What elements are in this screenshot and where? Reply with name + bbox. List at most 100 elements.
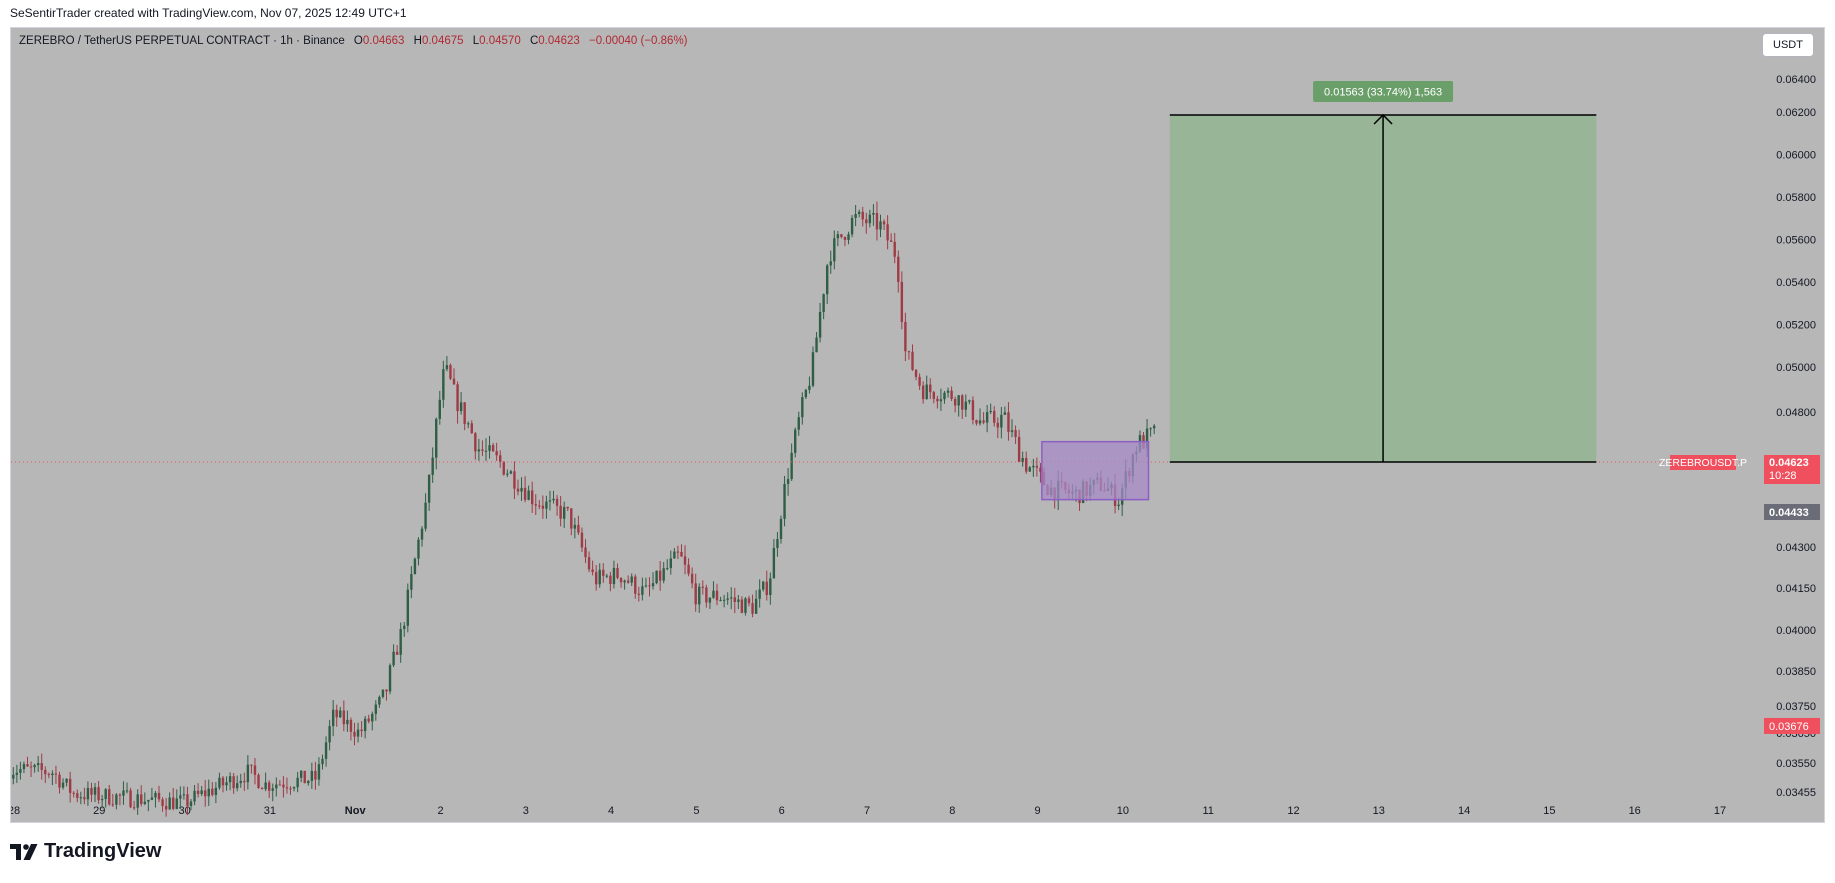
candle-body <box>545 501 548 509</box>
candle-body <box>968 400 971 402</box>
candle-body <box>552 498 555 501</box>
candle-body <box>548 500 552 502</box>
candle-body <box>815 337 818 353</box>
x-tick-label: 5 <box>693 805 699 817</box>
candle-body <box>214 787 218 796</box>
candle-body <box>1003 412 1007 415</box>
candle-body <box>868 214 872 224</box>
candle-body <box>264 782 267 790</box>
tradingview-brand: TradingView <box>44 840 162 862</box>
candle-body <box>278 784 282 786</box>
candle-body <box>754 598 758 614</box>
y-tick-label: 0.03550 <box>1776 758 1816 770</box>
candle-body <box>47 774 51 776</box>
candle-body <box>598 569 601 585</box>
candle-body <box>360 729 363 732</box>
chart-frame[interactable]: 28293031Nov2345678910111213141516170.064… <box>10 27 1825 823</box>
symbol-tag: ZEREBROUSDT.P <box>1659 457 1747 469</box>
low-label: L <box>472 35 480 47</box>
currency-button[interactable]: USDT <box>1762 33 1814 57</box>
low-value: 0.04570 <box>479 35 521 47</box>
candle-body <box>889 240 893 242</box>
candle-body <box>985 412 989 423</box>
candle-body <box>811 352 815 386</box>
y-tick-label: 0.03750 <box>1776 701 1816 713</box>
candle-body <box>12 774 15 779</box>
price-tag: 0.03676 <box>1769 721 1809 733</box>
candle-body <box>751 603 754 614</box>
candle-body <box>534 504 537 506</box>
candle-body <box>509 471 513 474</box>
y-tick-label: 0.05000 <box>1776 362 1816 374</box>
candlestick-chart[interactable]: 28293031Nov2345678910111213141516170.064… <box>11 28 1825 823</box>
candle-body <box>577 524 580 533</box>
candle-body <box>562 506 566 519</box>
y-tick-label: 0.06400 <box>1776 74 1816 86</box>
candle-body <box>719 600 722 602</box>
candle-body <box>499 455 502 462</box>
candle-body <box>779 518 783 539</box>
y-tick-label: 0.04300 <box>1776 542 1816 554</box>
candle-body <box>1039 467 1042 472</box>
candle-body <box>634 576 637 594</box>
candle-body <box>33 765 36 768</box>
candle-body <box>346 719 349 725</box>
tradingview-logo[interactable]: TradingView <box>10 840 161 863</box>
candle-body <box>303 770 306 784</box>
x-tick-label: Nov <box>345 805 367 817</box>
x-tick-label: 7 <box>864 805 870 817</box>
high-label: H <box>413 35 422 47</box>
candle-body <box>470 423 473 434</box>
candle-body <box>150 797 154 800</box>
candle-body <box>762 581 765 590</box>
candle-body <box>644 585 648 587</box>
last-price-tag: 0.04623 <box>1769 457 1809 469</box>
candle-body <box>584 547 587 558</box>
candle-body <box>179 795 182 799</box>
candle-body <box>335 709 338 718</box>
candle-body <box>26 764 29 767</box>
candle-body <box>79 797 83 799</box>
candle-body <box>1000 414 1003 428</box>
candle-body <box>68 778 72 793</box>
candle-body <box>467 423 470 425</box>
candle-body <box>189 801 193 806</box>
candle-body <box>530 490 534 505</box>
candle-body <box>655 570 658 584</box>
symbol-title[interactable]: ZEREBRO / TetherUS PERPETUAL CONTRACT · … <box>19 35 345 47</box>
candle-body <box>459 402 463 412</box>
x-tick-label: 17 <box>1714 805 1726 817</box>
candle-body <box>44 769 47 775</box>
candle-body <box>658 570 662 581</box>
candle-body <box>427 474 431 503</box>
candle-body <box>54 773 58 775</box>
tradingview-logo-icon <box>10 843 38 860</box>
candle-body <box>491 445 495 452</box>
candle-body <box>794 429 797 453</box>
candle-body <box>630 576 633 583</box>
candle-body <box>282 784 285 788</box>
candle-body <box>555 498 559 506</box>
candle-body <box>488 445 491 451</box>
price-tag-box <box>1764 717 1820 734</box>
candle-body <box>314 770 317 780</box>
candle-body <box>186 794 189 806</box>
candle-body <box>523 487 527 500</box>
candle-body <box>836 234 840 239</box>
candle-body <box>932 392 936 399</box>
candle-body <box>1007 412 1010 432</box>
y-tick-label: 0.03455 <box>1776 787 1816 799</box>
candle-body <box>1152 425 1156 429</box>
candle-body <box>129 790 132 808</box>
candle-body <box>801 397 804 418</box>
candle-body <box>776 538 779 548</box>
candle-body <box>317 764 321 780</box>
x-tick-label: 29 <box>93 805 105 817</box>
candle-body <box>136 794 139 808</box>
candle-body <box>758 589 761 599</box>
candle-body <box>403 625 406 630</box>
candle-body <box>982 420 985 423</box>
candle-body <box>662 568 665 581</box>
candle-body <box>541 505 545 509</box>
candle-body <box>22 764 26 770</box>
